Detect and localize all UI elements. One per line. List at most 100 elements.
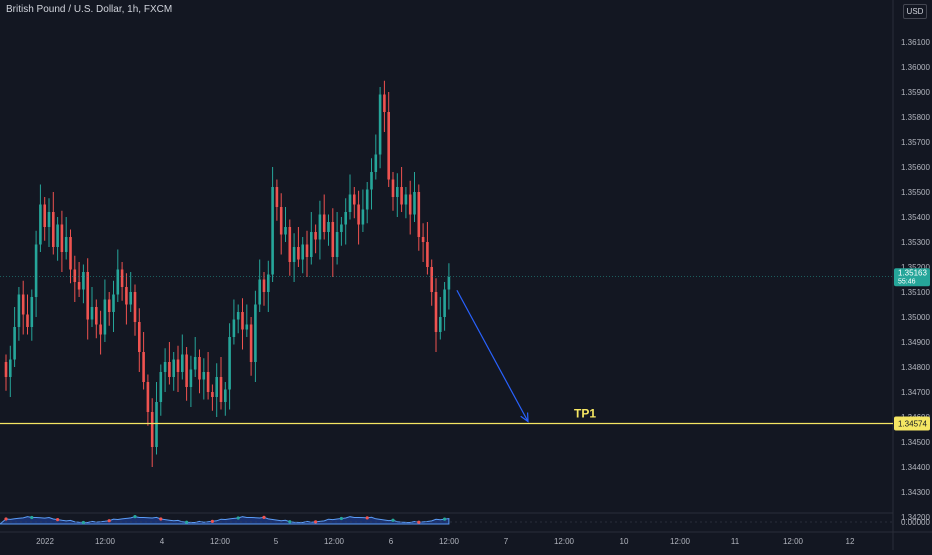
candle-body (426, 242, 429, 267)
y-tick-label-17: 1.34400 (901, 463, 930, 472)
candle-body (60, 224, 64, 252)
countdown-label: 55:46 (898, 278, 916, 285)
candle-body (340, 224, 343, 232)
candle-body (228, 337, 231, 390)
currency-selector[interactable]: USD (903, 4, 927, 19)
candle-body (168, 362, 171, 377)
projection-arrow-head (520, 412, 529, 423)
candle-body (86, 272, 89, 320)
candle-body (353, 194, 356, 205)
candle-body (357, 204, 360, 225)
x-tick-label-13: 12:00 (783, 537, 804, 546)
candle-body (421, 237, 425, 242)
y-tick-label-9: 1.35200 (901, 263, 930, 272)
candle-body (391, 179, 395, 197)
candle-body (17, 294, 21, 327)
candle-body (21, 294, 25, 315)
x-tick-label-6: 6 (389, 537, 394, 546)
candle-body (159, 372, 163, 402)
tp1-price-tag (894, 416, 930, 431)
candle-body (107, 299, 111, 312)
candle-body (262, 279, 266, 292)
candle-body (138, 322, 141, 352)
candle-body (443, 289, 446, 317)
x-tick-label-7: 12:00 (439, 537, 460, 546)
candle-body (26, 314, 29, 327)
candle-body (331, 222, 335, 257)
x-tick-label-14: 12 (846, 537, 855, 546)
candle-body (236, 312, 240, 320)
indicator-dot (159, 517, 163, 521)
candle-body (404, 194, 408, 205)
candle-body (408, 194, 412, 215)
candle-body (279, 207, 283, 235)
candle-body (39, 204, 42, 245)
y-tick-label-2: 1.35900 (901, 88, 930, 97)
x-tick-label-9: 12:00 (554, 537, 575, 546)
candle-body (202, 372, 206, 380)
candle-body (267, 274, 270, 292)
indicator-dot (365, 516, 369, 520)
candle-body (335, 232, 339, 257)
projection-arrow[interactable] (456, 289, 529, 422)
indicator-dot (417, 520, 421, 524)
candle-body (258, 279, 261, 305)
indicator-dot (30, 515, 34, 520)
candle-body (370, 172, 373, 190)
candle-body (271, 187, 274, 275)
indicator-tick-label: 0.00000 (901, 518, 930, 527)
x-tick-label-4: 5 (274, 537, 279, 546)
candle-body (30, 297, 34, 327)
indicator-dot (133, 515, 137, 519)
candle-body (232, 319, 236, 337)
x-tick-label-11: 12:00 (670, 537, 691, 546)
candle-body (430, 267, 433, 292)
candle-body (176, 359, 180, 372)
plot-area[interactable] (0, 0, 893, 532)
current-price-tag (894, 268, 930, 287)
symbol-title: British Pound / U.S. Dollar, 1h, FXCM (6, 4, 173, 15)
candle-body (374, 154, 378, 172)
candle-body (77, 282, 81, 290)
candle-body (400, 187, 403, 205)
indicator-dot (339, 516, 343, 521)
candle-body (305, 244, 309, 257)
candle-body (129, 292, 132, 305)
candle-body (241, 312, 244, 330)
candle-body (150, 412, 154, 447)
candle-body (206, 372, 210, 392)
candle-body (314, 232, 317, 240)
candle-body (219, 377, 223, 402)
tp1-label: TP1 (574, 407, 596, 421)
candle-body (43, 204, 46, 227)
y-tick-label-7: 1.35400 (901, 213, 930, 222)
y-tick-label-0: 1.36100 (901, 38, 930, 47)
candle-body (185, 354, 188, 387)
candle-body (73, 269, 77, 282)
candle-body (396, 187, 399, 197)
candle-body (301, 244, 304, 260)
indicator-dot (236, 516, 240, 520)
candle-body (112, 294, 115, 312)
y-tick-label-19: 1.34200 (901, 513, 930, 522)
candle-body (284, 227, 287, 235)
candle-body (155, 402, 158, 447)
indicator-dot (262, 515, 266, 519)
candle-body (64, 237, 68, 252)
candle-body (4, 362, 8, 377)
candle-body (292, 247, 296, 262)
candle-body (211, 392, 214, 397)
candle-body (69, 237, 72, 270)
candle-body (322, 214, 326, 232)
candle-body (52, 212, 55, 247)
indicator-dot (443, 517, 447, 521)
indicator-dot (210, 519, 214, 523)
indicator-dot (4, 517, 8, 521)
candle-body (245, 324, 249, 330)
candle-body (163, 362, 167, 372)
y-tick-label-18: 1.34300 (901, 488, 930, 497)
candle-body (99, 324, 102, 335)
candle-body (82, 272, 85, 290)
candle-body (344, 212, 347, 225)
